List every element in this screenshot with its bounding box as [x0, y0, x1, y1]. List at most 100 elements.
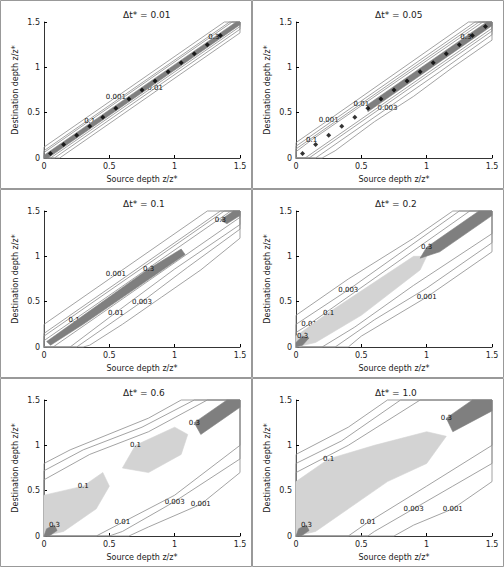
svg-text:1.5: 1.5	[486, 540, 499, 549]
svg-text:Source depth z/z*: Source depth z/z*	[359, 175, 430, 184]
svg-text:Δt* = 0.2: Δt* = 0.2	[375, 199, 417, 209]
svg-text:0.5: 0.5	[27, 486, 40, 495]
svg-text:0.001: 0.001	[106, 93, 126, 101]
svg-text:Destination depth z/z*: Destination depth z/z*	[11, 234, 20, 323]
svg-text:0: 0	[287, 532, 292, 541]
svg-text:1.5: 1.5	[27, 207, 40, 216]
svg-text:Destination depth z/z*: Destination depth z/z*	[263, 234, 272, 323]
svg-text:0.01: 0.01	[354, 100, 370, 108]
svg-text:1: 1	[35, 252, 40, 261]
svg-text:0.5: 0.5	[103, 351, 116, 360]
svg-text:0.01: 0.01	[360, 518, 376, 526]
svg-text:0: 0	[35, 154, 40, 163]
svg-text:0.3: 0.3	[297, 332, 308, 340]
svg-text:1.5: 1.5	[234, 351, 247, 360]
svg-text:0.001: 0.001	[106, 270, 126, 278]
svg-text:1.5: 1.5	[234, 540, 247, 549]
svg-text:1.5: 1.5	[279, 18, 292, 27]
svg-text:0.3: 0.3	[421, 243, 432, 251]
svg-text:Source depth z/z*: Source depth z/z*	[107, 175, 178, 184]
svg-text:0.003: 0.003	[404, 505, 424, 513]
svg-text:0.3: 0.3	[215, 216, 226, 224]
svg-text:1.5: 1.5	[486, 162, 499, 171]
svg-text:0.1: 0.1	[84, 116, 96, 125]
svg-text:0.003: 0.003	[132, 297, 152, 306]
svg-text:0.003: 0.003	[338, 286, 358, 294]
svg-text:Source depth z/z*: Source depth z/z*	[359, 553, 430, 562]
svg-text:1.5: 1.5	[279, 396, 292, 405]
svg-text:1: 1	[287, 63, 292, 72]
svg-text:0.01: 0.01	[301, 320, 317, 329]
svg-text:0.3: 0.3	[301, 521, 312, 529]
svg-text:0.5: 0.5	[279, 108, 292, 117]
svg-text:0.5: 0.5	[279, 486, 292, 495]
svg-text:0.5: 0.5	[103, 540, 116, 549]
svg-text:1.5: 1.5	[486, 351, 499, 360]
svg-text:0.3: 0.3	[49, 521, 60, 529]
svg-text:0.01: 0.01	[115, 518, 131, 526]
svg-text:Δt* = 0.1: Δt* = 0.1	[123, 199, 165, 209]
svg-text:0.003: 0.003	[377, 104, 398, 113]
svg-text:1.5: 1.5	[27, 18, 40, 27]
svg-text:1: 1	[424, 351, 429, 360]
svg-text:0.1: 0.1	[68, 315, 80, 324]
svg-text:1.5: 1.5	[279, 207, 292, 216]
svg-text:0.1: 0.1	[323, 309, 334, 317]
svg-text:0: 0	[41, 351, 46, 360]
svg-text:0.001: 0.001	[191, 500, 211, 508]
svg-text:0.001: 0.001	[319, 116, 339, 124]
svg-text:1.5: 1.5	[234, 162, 247, 171]
svg-text:0: 0	[41, 162, 46, 171]
svg-text:0.001: 0.001	[443, 505, 463, 513]
svg-text:0.1: 0.1	[306, 135, 318, 144]
svg-text:0.5: 0.5	[27, 297, 40, 306]
svg-text:0.5: 0.5	[279, 297, 292, 306]
svg-text:0: 0	[287, 154, 292, 163]
svg-text:1.5: 1.5	[27, 396, 40, 405]
svg-text:1: 1	[35, 63, 40, 72]
svg-text:0: 0	[35, 343, 40, 352]
svg-text:0.01: 0.01	[108, 309, 124, 317]
svg-text:Source depth z/z*: Source depth z/z*	[107, 553, 178, 562]
svg-text:Δt* = 0.05: Δt* = 0.05	[375, 10, 423, 20]
svg-text:Δt* = 0.6: Δt* = 0.6	[123, 388, 165, 398]
svg-text:0.1: 0.1	[78, 482, 89, 490]
svg-text:0: 0	[293, 540, 298, 549]
svg-text:Source depth z/z*: Source depth z/z*	[107, 364, 178, 373]
svg-text:1: 1	[287, 441, 292, 450]
svg-text:0.5: 0.5	[355, 162, 368, 171]
svg-text:Destination depth z/z*: Destination depth z/z*	[11, 423, 20, 512]
svg-text:0.3: 0.3	[441, 414, 452, 422]
svg-text:0.001: 0.001	[417, 293, 437, 301]
svg-text:0.5: 0.5	[103, 162, 116, 171]
svg-text:0.5: 0.5	[27, 108, 40, 117]
svg-text:0: 0	[35, 532, 40, 541]
svg-text:Destination depth z/z*: Destination depth z/z*	[11, 45, 20, 134]
svg-text:0.5: 0.5	[355, 351, 368, 360]
svg-text:1: 1	[424, 162, 429, 171]
svg-text:0: 0	[287, 343, 292, 352]
svg-text:1: 1	[424, 540, 429, 549]
svg-text:0.1: 0.1	[130, 441, 141, 449]
svg-text:1: 1	[172, 351, 177, 360]
svg-text:0.3: 0.3	[460, 33, 471, 41]
svg-text:Destination depth z/z*: Destination depth z/z*	[263, 45, 272, 134]
svg-text:0.3: 0.3	[143, 265, 154, 273]
svg-text:0: 0	[293, 162, 298, 171]
svg-text:Source depth z/z*: Source depth z/z*	[359, 364, 430, 373]
svg-text:0.3: 0.3	[189, 419, 200, 427]
svg-text:1: 1	[35, 441, 40, 450]
svg-text:1: 1	[287, 252, 292, 261]
svg-text:0.5: 0.5	[355, 540, 368, 549]
svg-text:0: 0	[293, 351, 298, 360]
svg-text:0.003: 0.003	[164, 497, 185, 506]
svg-text:Δt* = 1.0: Δt* = 1.0	[375, 388, 417, 398]
svg-text:Destination depth z/z*: Destination depth z/z*	[263, 423, 272, 512]
svg-text:1: 1	[172, 540, 177, 549]
svg-text:1: 1	[172, 162, 177, 171]
svg-text:0: 0	[41, 540, 46, 549]
svg-text:0.1: 0.1	[323, 455, 334, 463]
svg-text:0.01: 0.01	[147, 84, 163, 93]
svg-text:Δt* = 0.01: Δt* = 0.01	[123, 10, 171, 20]
svg-text:0.3: 0.3	[208, 33, 219, 41]
